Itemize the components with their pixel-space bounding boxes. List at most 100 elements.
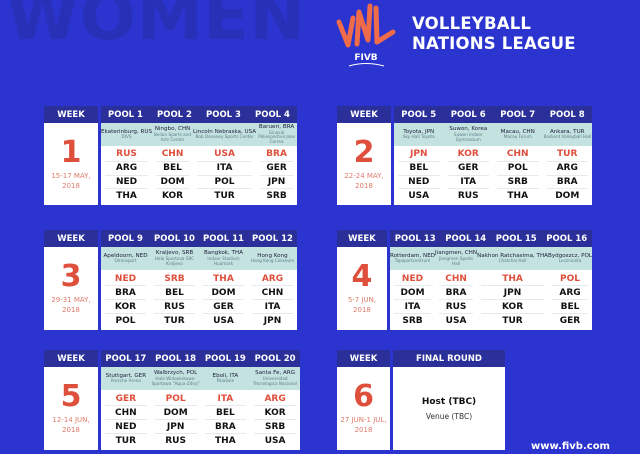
pool-column: Stuttgart, GER Porsche Arena GER CHN NED TU… <box>101 367 151 450</box>
pool-header: POOL 1 <box>108 109 143 120</box>
pool-header: POOL 3 <box>206 109 241 120</box>
team: TUR <box>214 190 235 201</box>
venue-arena: Jiangmen Sports Hall <box>438 255 474 266</box>
pool-column: Hong Kong Hong Kong Coliseum ARG CHN ITA JP… <box>248 247 297 330</box>
team: ARG <box>552 286 588 300</box>
venue-city: Bangkok, THA <box>203 250 244 257</box>
venue-arena: Topsportcentrum <box>394 258 431 264</box>
pool-column: Jiangmen, CHN Jiangmen Sports Hall CHN BR… <box>435 247 478 330</box>
team-list: CHN POL SRB THA <box>493 146 543 205</box>
host-team: USA <box>196 148 253 162</box>
host-team: TUR <box>546 148 588 162</box>
pool-column: Santa Fe, ARG Universidad Tecnologica Na… <box>250 367 300 450</box>
team: JPN <box>481 286 545 300</box>
team-list: JPN BEL NED USA <box>394 146 444 205</box>
week-dates: 12-14 JUN, 2018 <box>52 415 89 435</box>
week-block-4: WEEK 4 5-7 JUN, 2018 POOL 13 POOL 14 POOL … <box>337 230 592 330</box>
pool-header: POOL 16 <box>546 233 588 244</box>
week-block-1: WEEK 1 15-17 MAY, 2018 POOL 1 POOL 2 POOL … <box>44 106 298 205</box>
pool-column: Macau, CHN Macau Forum CHN POL SRB THA <box>493 123 543 205</box>
pool-venue: Jiangmen, CHN Jiangmen Sports Hall <box>435 247 478 270</box>
week-number: 4 <box>351 259 373 294</box>
pool-header: POOL 19 <box>204 353 246 364</box>
week-dates: 22-24 MAY, 2018 <box>344 171 383 191</box>
final-round-info: Host (TBC) Venue (TBC) <box>393 367 505 450</box>
team: BEL <box>154 286 195 300</box>
week-date-line1: 12-14 JUN, <box>52 416 90 424</box>
pool-header: POOL 8 <box>549 109 585 120</box>
team: DOM <box>393 286 432 300</box>
host-team: CHN <box>439 272 474 286</box>
team-list: CHN BRA RUS USA <box>435 270 477 330</box>
league-title: VOLLEYBALL NATIONS LEAGUE <box>412 14 576 54</box>
team: NED <box>105 420 147 434</box>
team: USA <box>264 435 286 446</box>
team-list: KOR GER ITA RUS <box>444 146 494 205</box>
week-header: WEEK <box>337 350 390 367</box>
team: POL <box>196 176 253 190</box>
team: JPN <box>154 420 197 434</box>
venue-arena: PalaSele <box>216 378 235 384</box>
week-block-2: WEEK 2 22-24 MAY, 2018 POOL 5 POOL 6 POOL … <box>337 106 592 205</box>
pool-venue: Santa Fe, ARG Universidad Tecnologica Na… <box>250 367 300 390</box>
team: CHN <box>105 406 147 420</box>
week-info: 2 22-24 MAY, 2018 <box>337 123 391 205</box>
week-dates: 27 JUN-1 JUL, 2018 <box>340 415 386 435</box>
pool-headers: POOL 1 POOL 2 POOL 3 POOL 4 <box>101 106 297 123</box>
team: ARG <box>105 162 149 176</box>
final-round-header: FINAL ROUND <box>416 353 482 364</box>
host-team: POL <box>552 272 588 286</box>
host-team: POL <box>154 392 197 406</box>
pool-column: Apeldoorn, NED Omnisport NED BRA KOR POL <box>101 247 150 330</box>
team-list: NED DOM ITA SRB <box>390 270 435 330</box>
host-team: THA <box>481 272 545 286</box>
venue-arena: Suwon Indoor Gymnasium <box>453 131 483 142</box>
pool-header: POOL 13 <box>394 233 436 244</box>
team: THA <box>215 435 236 446</box>
team: THA <box>507 190 529 201</box>
pool-column: Ningbo, CHN Beilun Sports and Arts Cente… <box>152 123 193 205</box>
team-list: ITA BEL BRA THA <box>201 390 251 450</box>
pool-venue: Barueri, BRA Ginasio Poliesportivo Jose … <box>256 123 298 146</box>
pool-column: Suwon, Korea Suwon Indoor Gymnasium KOR G… <box>443 123 494 205</box>
week-block-6: WEEK 6 27 JUN-1 JUL, 2018 FINAL ROUND Ho… <box>337 350 505 450</box>
pool-column: Lincoln Nebraska, USA Bob Devaney Sports… <box>192 123 257 205</box>
pool-column: Eboli, ITA PalaSele ITA BEL BRA THA <box>200 367 251 450</box>
team: SRB <box>266 190 287 201</box>
pool-header: POOL 15 <box>495 233 537 244</box>
week-header: WEEK <box>337 230 387 247</box>
pool-body: Ekaterinburg, RUS DIVS RUS ARG NED THA Ning… <box>101 123 298 205</box>
website-link[interactable]: www.fivb.com <box>531 441 610 452</box>
pool-headers: POOL 17 POOL 18 POOL 19 POOL 20 <box>101 350 300 367</box>
team: DOM <box>203 286 244 300</box>
host-team: RUS <box>105 148 149 162</box>
pool-column: Toyota, JPN Sky Hall Toyota JPN BEL NED USA <box>394 123 444 205</box>
pool-venue: Apeldoorn, NED Omnisport <box>101 247 150 270</box>
venue-city: Stuttgart, GER <box>105 372 147 379</box>
venue-arena: Indoor Stadium Huamark <box>207 255 240 266</box>
host-team: NED <box>105 272 146 286</box>
team: GER <box>203 300 244 314</box>
league-title-line2: NATIONS LEAGUE <box>412 34 576 53</box>
week-date-line2: 2018 <box>354 426 373 434</box>
pool-venue: Ekaterinburg, RUS DIVS <box>101 123 153 146</box>
pool-header: POOL 11 <box>203 233 244 244</box>
week-number: 2 <box>353 134 375 170</box>
pool-venue: Bydgoszcz, POL Luczniczka <box>548 247 592 270</box>
league-title-line1: VOLLEYBALL <box>412 14 532 33</box>
team: CHN <box>252 286 293 300</box>
pool-body: Stuttgart, GER Porsche Arena GER CHN NED TU… <box>101 367 300 450</box>
pool-header: POOL 20 <box>254 353 296 364</box>
pool-venue: Kraljevo, SRB Hala Sportova SRC Kraljevo <box>150 247 199 270</box>
week-dates: 5-7 JUN, 2018 <box>348 295 376 315</box>
venue-city: Ankara, TUR <box>549 128 585 135</box>
week-number: 5 <box>60 379 82 414</box>
team: SRB <box>254 420 296 434</box>
team-list: THA DOM GER USA <box>199 270 248 330</box>
week-date-line1: 5-7 JUN, <box>347 296 377 304</box>
venue-city: Toyota, JPN <box>403 128 435 135</box>
host-team: SRB <box>154 272 195 286</box>
venue-city: Nakhon Ratchasima, THA <box>477 252 549 259</box>
team-list: NED BRA KOR POL <box>101 270 150 330</box>
host-team: ITA <box>204 392 247 406</box>
